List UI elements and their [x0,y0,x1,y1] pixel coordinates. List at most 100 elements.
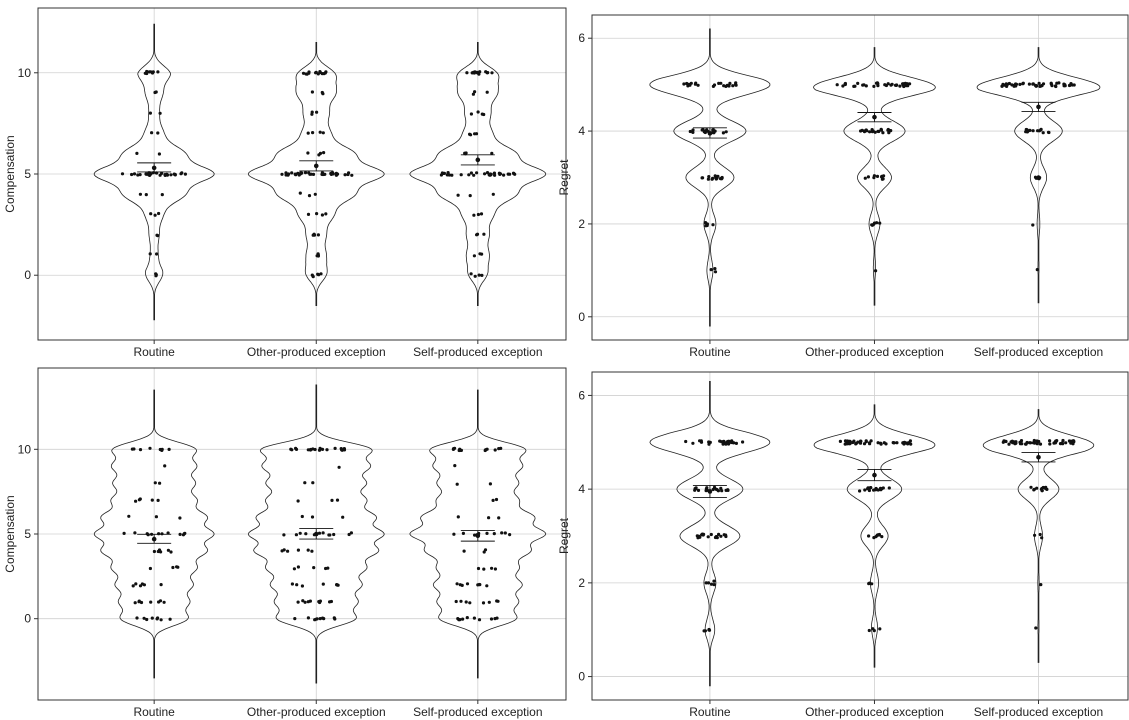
data-point [491,192,495,196]
x-tick-label: Self-produced exception [974,345,1103,359]
data-point [691,128,695,132]
data-point [342,448,347,452]
data-point [707,628,712,632]
data-point [875,174,880,178]
data-point [691,130,695,134]
data-point [307,194,312,198]
data-point [704,221,708,225]
data-point [479,212,484,216]
data-point [1038,532,1042,537]
data-point [317,531,322,535]
data-point [328,533,332,537]
data-point [139,600,144,605]
mean-point [872,114,877,120]
data-point [707,175,711,179]
data-point [705,486,709,490]
data-point [155,252,159,256]
data-point [880,535,884,539]
data-point [722,84,726,88]
data-point [1068,83,1072,87]
data-point [324,566,328,571]
data-point [1048,439,1052,443]
data-point [719,486,723,490]
data-point [478,252,482,256]
data-point [306,151,310,155]
data-point [879,128,883,132]
data-point [303,600,307,604]
data-point [682,82,686,86]
data-point [851,440,855,445]
data-point [906,442,910,446]
data-point [321,582,325,586]
data-point [719,534,723,538]
data-point [487,516,491,520]
data-point [468,194,472,198]
data-point [1005,84,1009,88]
data-point [1031,441,1035,445]
data-point [312,566,316,570]
data-point [908,439,913,443]
data-point [156,131,160,135]
x-tick-label: Other-produced exception [805,345,944,359]
data-point [490,71,494,75]
data-point [706,535,710,539]
panel-3: Routine Other-produced exception Self-prod… [3,367,567,719]
data-point [873,488,878,492]
data-point [1038,176,1042,180]
data-point [157,211,161,216]
data-point [864,439,868,443]
y-tick-label: 0 [578,670,585,684]
data-point [480,112,484,116]
data-point [1039,128,1043,132]
data-point [133,531,137,535]
data-point [1007,442,1011,446]
y-tick-label: 4 [578,124,585,138]
data-point [169,550,173,554]
data-point [318,599,322,603]
data-point [465,71,469,75]
data-point [1044,487,1048,491]
data-point [493,448,497,452]
data-point [132,172,137,176]
data-point [459,599,463,603]
data-point [867,628,871,633]
data-point [729,440,734,445]
data-point [318,70,322,74]
y-tick-label: 6 [578,31,585,45]
data-point [872,221,877,225]
data-point [1054,84,1058,89]
data-point [688,83,692,87]
data-point [469,272,473,276]
data-point [335,583,339,587]
data-point [148,252,152,256]
data-point [300,584,304,588]
data-point [886,127,890,132]
data-point [459,448,463,452]
data-point [138,192,142,196]
data-point [303,171,308,175]
data-point [315,254,319,258]
data-point [685,81,689,86]
data-point [145,532,149,536]
data-point [308,172,312,176]
data-point [482,567,486,571]
data-point [317,153,321,157]
data-point [148,566,152,571]
data-point [500,531,504,535]
data-point [700,176,704,180]
panel-2: Routine Other-produced exception Self-prod… [557,14,1129,359]
data-point [130,447,134,451]
data-point [315,110,319,114]
data-point [898,84,902,88]
data-point [724,442,728,446]
data-point [1031,82,1035,86]
data-point [303,481,307,485]
data-point [1040,489,1044,493]
data-point [854,442,858,446]
data-point [296,499,300,503]
data-point [889,129,893,133]
y-tick-label: 0 [24,612,31,626]
data-point [138,173,142,177]
violin-3 [982,409,1095,663]
data-point [495,616,499,620]
